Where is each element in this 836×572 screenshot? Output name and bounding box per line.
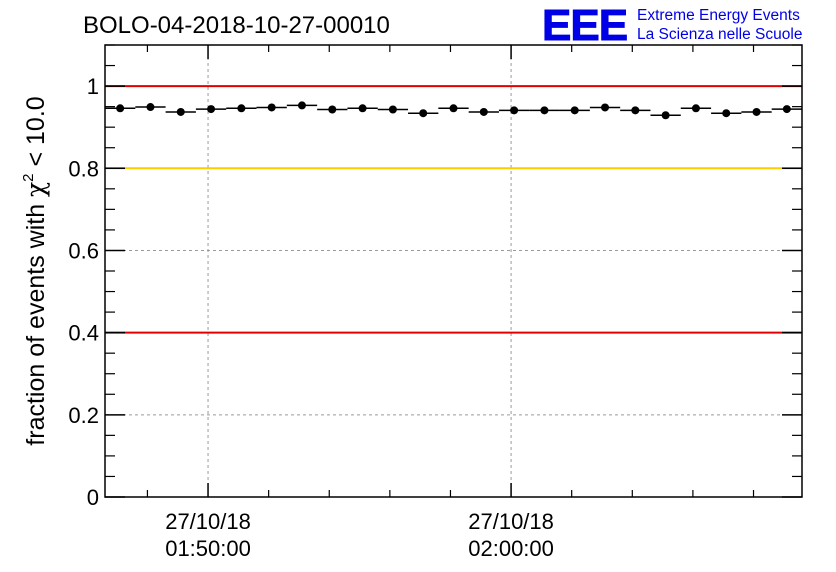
y-tick-label: 0 [87, 485, 99, 510]
x-tick-label-date: 27/10/18 [165, 509, 251, 534]
data-point [752, 107, 761, 116]
data-point [691, 104, 700, 113]
data-point [297, 101, 306, 110]
data-point [722, 109, 731, 118]
y-tick-label: 0.4 [68, 321, 99, 346]
logo-line-2: La Scienza nelle Scuole [637, 26, 802, 43]
tick-labels: 00.20.40.60.8127/10/1801:50:0027/10/1802… [68, 74, 553, 561]
reference-lines [105, 85, 802, 334]
y-tick-label: 0.6 [68, 238, 99, 263]
logo-line-1: Extreme Energy Events [637, 7, 800, 24]
data-point [146, 103, 155, 112]
data-point [358, 104, 367, 113]
y-axis-label-superscript: 2 [20, 173, 37, 181]
chart-title: BOLO-04-2018-10-27-00010 [83, 12, 390, 39]
y-tick-label: 1 [87, 74, 99, 99]
y-axis-label-symbol: χ [21, 182, 50, 197]
y-tick-label: 0.8 [68, 156, 99, 181]
data-point [601, 103, 610, 112]
data-point [661, 111, 670, 120]
x-tick-label-time: 02:00:00 [468, 536, 554, 561]
data-point [540, 106, 549, 115]
y-axis-label: fraction of events with χ2 < 10.0 [20, 96, 50, 445]
y-axis-label-suffix: < 10.0 [22, 96, 50, 173]
data-point [782, 105, 791, 114]
data-point [388, 105, 397, 114]
data-point [570, 106, 579, 115]
data-point [479, 107, 488, 116]
data-point [116, 104, 125, 113]
data-point [237, 104, 246, 113]
y-tick-label: 0.2 [68, 403, 99, 428]
data-point [328, 105, 337, 114]
data-series [105, 101, 802, 120]
data-point [449, 104, 458, 113]
data-point [176, 107, 185, 116]
logo-letters: EEE [542, 1, 627, 50]
y-axis-label-prefix: fraction of events with [22, 197, 50, 446]
data-point [510, 106, 519, 115]
eee-logo: EEE Extreme Energy Events La Scienza nel… [542, 1, 803, 51]
axis-ticks [105, 44, 802, 498]
data-point [419, 109, 428, 118]
data-point [267, 103, 276, 112]
data-point [631, 106, 640, 115]
data-point [207, 105, 216, 114]
x-tick-label-date: 27/10/18 [468, 509, 554, 534]
x-tick-label-time: 01:50:00 [165, 536, 251, 561]
